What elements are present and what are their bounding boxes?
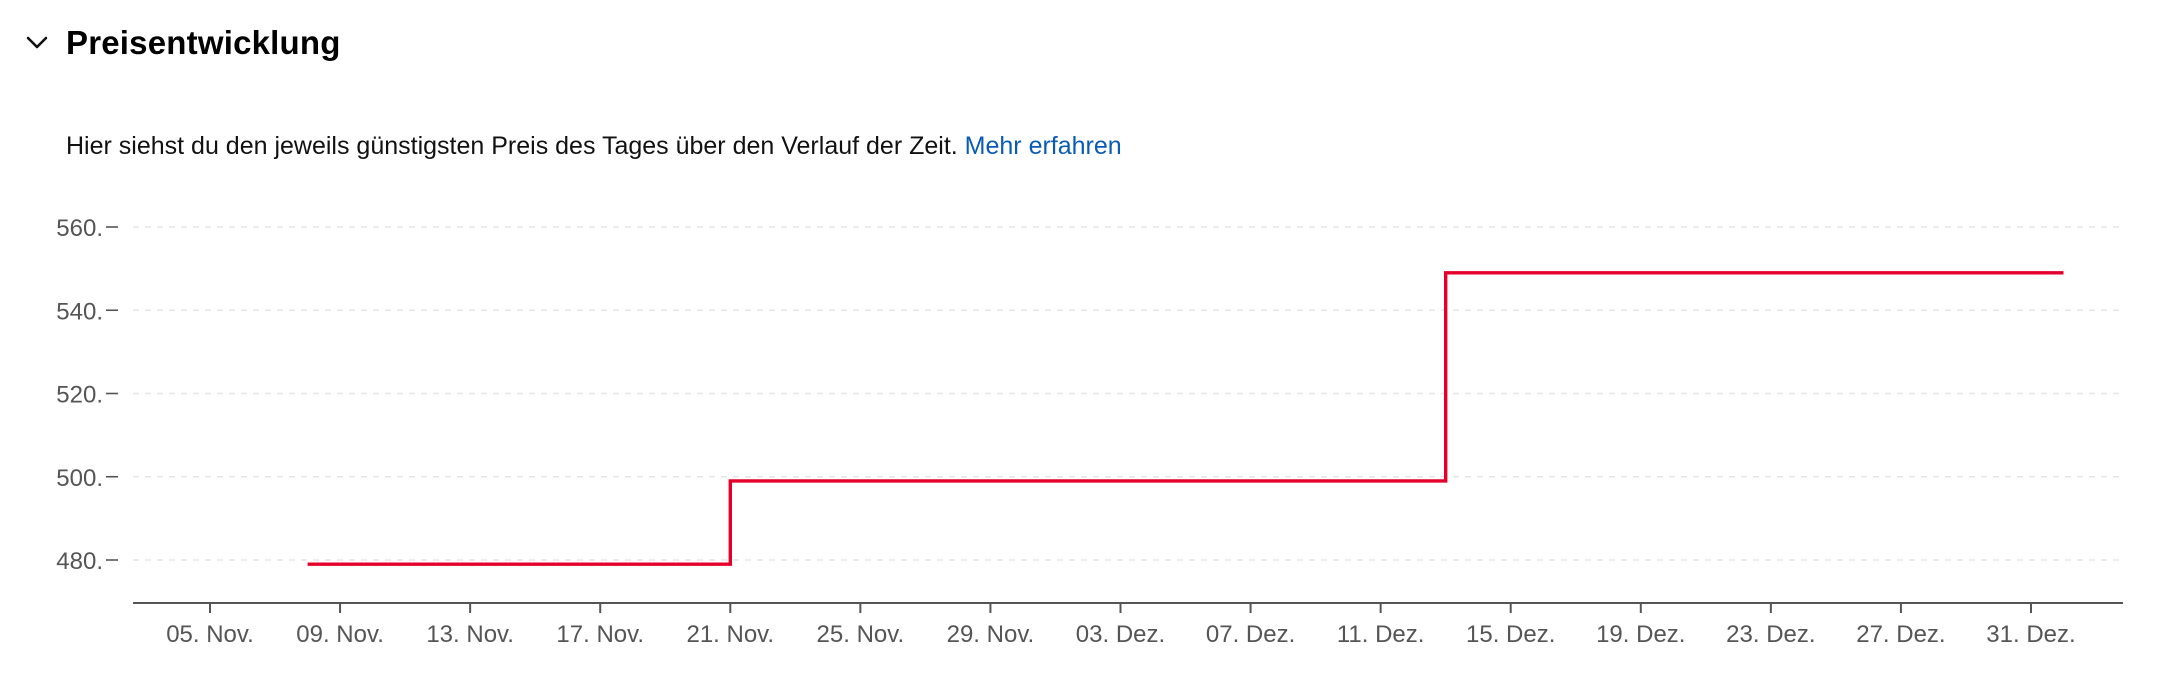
x-tick-label: 19. Dez. <box>1596 621 1685 648</box>
x-tick-label: 27. Dez. <box>1856 621 1945 648</box>
price-series-line <box>307 271 2064 566</box>
y-tick-label: 540. <box>56 298 103 325</box>
x-tick-label: 17. Nov. <box>556 621 644 648</box>
x-tick-label: 09. Nov. <box>296 621 384 648</box>
x-tick-label: 05. Nov. <box>166 621 254 648</box>
x-tick-label: 11. Dez. <box>1337 621 1425 648</box>
chevron-down-icon[interactable] <box>22 28 52 58</box>
x-tick-label: 03. Dez. <box>1076 621 1165 648</box>
x-tick-label: 29. Nov. <box>947 621 1035 648</box>
price-chart: 480. 500. 520. 540. 560. 05. Nov. 09. Nov. 13. … <box>0 190 2157 688</box>
x-tick-label: 15. Dez. <box>1466 621 1555 648</box>
learn-more-link[interactable]: Mehr erfahren <box>964 132 1122 160</box>
section-toggle[interactable]: Preisentwicklung <box>22 24 341 62</box>
y-tick-label: 480. <box>56 548 103 575</box>
y-tick-label: 500. <box>56 465 103 492</box>
y-tick-label: 520. <box>56 382 103 409</box>
description-text: Hier siehst du den jeweils günstigsten P… <box>66 132 958 160</box>
x-tick-label: 31. Dez. <box>1986 621 2075 648</box>
price-chart-svg: 480. 500. 520. 540. 560. 05. Nov. 09. Nov. 13. … <box>56 215 2123 648</box>
x-tick-label: 21. Nov. <box>686 621 774 648</box>
x-tick-label: 13. Nov. <box>426 621 514 648</box>
x-tick-label: 23. Dez. <box>1726 621 1815 648</box>
section-title: Preisentwicklung <box>66 24 341 61</box>
y-tick-label: 560. <box>56 215 103 242</box>
x-tick-label: 07. Dez. <box>1206 621 1295 648</box>
chart-description: Hier siehst du den jeweils günstigsten P… <box>66 132 1122 161</box>
x-tick-label: 25. Nov. <box>817 621 905 648</box>
